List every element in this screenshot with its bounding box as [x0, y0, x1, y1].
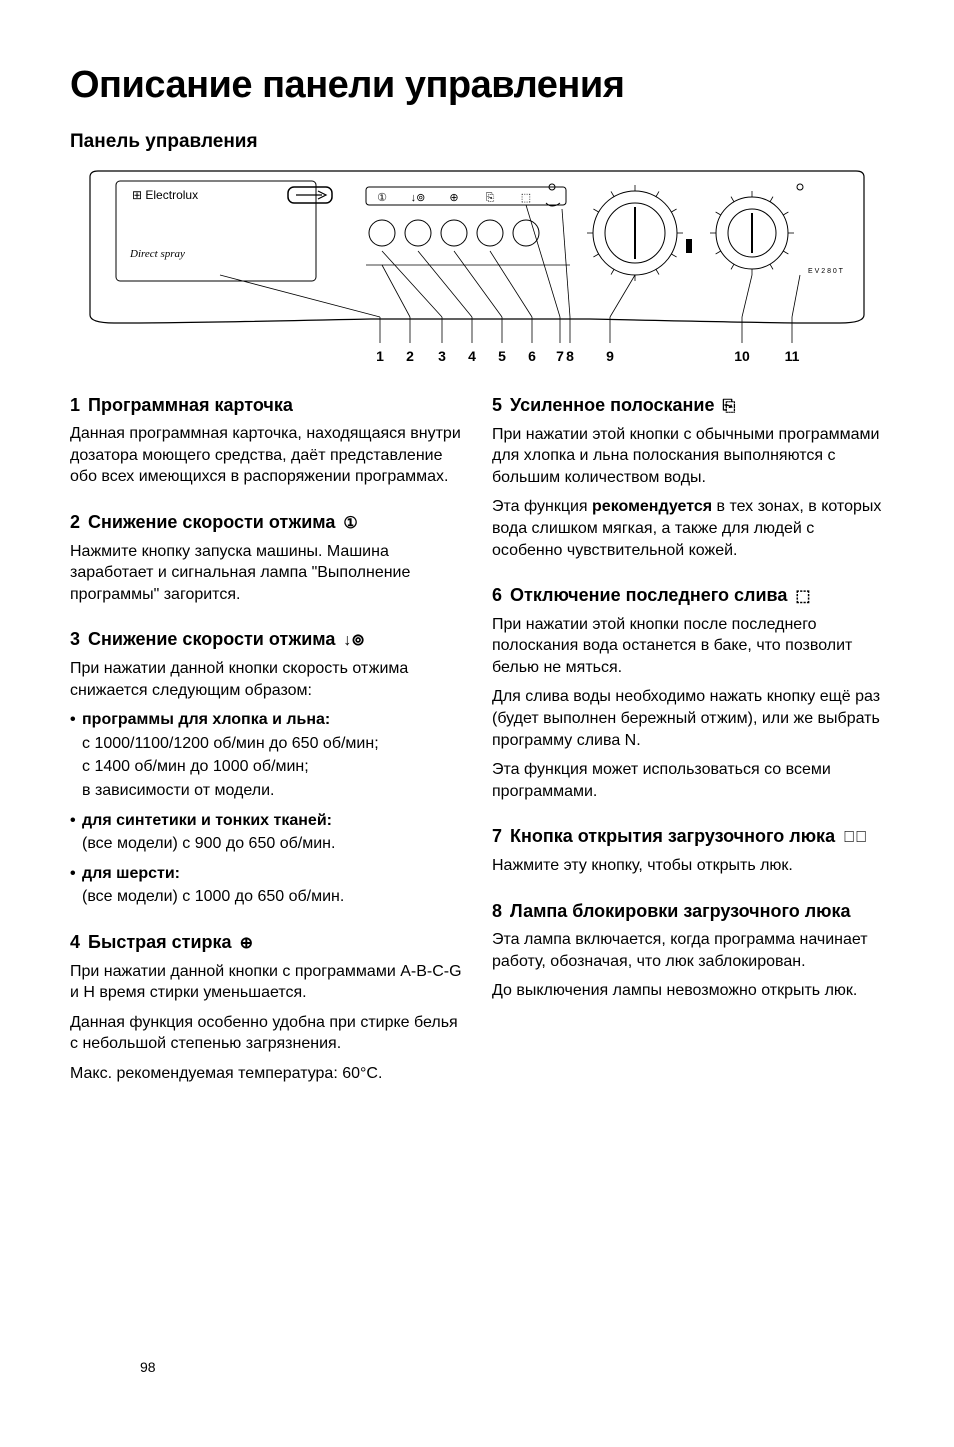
- svg-text:3: 3: [438, 348, 446, 364]
- section-heading: 3 Снижение скорости отжима ↓⊚: [70, 627, 462, 652]
- svg-text:7: 7: [556, 348, 564, 364]
- section-title: Кнопка открытия загрузочного люка: [510, 824, 835, 848]
- section-paragraph: Данная программная карточка, находящаяся…: [70, 423, 462, 488]
- section-heading: 6 Отключение последнего слива ⬚: [492, 583, 884, 608]
- svg-text:⬚: ⬚: [521, 192, 531, 204]
- section-title: Отключение последнего слива: [510, 583, 787, 607]
- svg-text:⊞ Electrolux: ⊞ Electrolux: [132, 188, 198, 202]
- section-paragraph: Данная функция особенно удобна при стирк…: [70, 1012, 462, 1055]
- section-number: 1: [70, 393, 80, 417]
- section-heading: 7 Кнопка открытия загрузочного люка ⊷⃞: [492, 824, 884, 849]
- section-number: 4: [70, 930, 80, 954]
- section-number: 6: [492, 583, 502, 607]
- list-item: для шерсти: (все модели) с 1000 до 650 об…: [70, 863, 462, 908]
- section-paragraph: При нажатии этой кнопки с обычными прогр…: [492, 424, 884, 489]
- section-3: 3 Снижение скорости отжима ↓⊚ При нажатии д…: [70, 627, 462, 908]
- svg-text:⊕: ⊕: [449, 192, 458, 204]
- subtitle: Панель управления: [70, 129, 884, 155]
- left-column: 1 Программная карточка Данная программная …: [70, 393, 462, 1107]
- section-number: 3: [70, 627, 80, 651]
- section-icon: ↓⊚: [343, 630, 364, 652]
- content-columns: 1 Программная карточка Данная программная …: [70, 393, 884, 1107]
- svg-text:①: ①: [377, 192, 387, 204]
- svg-text:10: 10: [734, 348, 750, 364]
- svg-text:8: 8: [566, 348, 574, 364]
- list-item: программы для хлопка и льна: с 1000/1100/…: [70, 709, 462, 801]
- section-1: 1 Программная карточка Данная программная …: [70, 393, 462, 488]
- section-title: Снижение скорости отжима: [88, 510, 335, 534]
- section-7: 7 Кнопка открытия загрузочного люка ⊷⃞ Нажм…: [492, 824, 884, 876]
- page-number: 98: [140, 1358, 156, 1377]
- section-number: 5: [492, 393, 502, 417]
- section-heading: 4 Быстрая стирка ⊕: [70, 930, 462, 955]
- svg-text:6: 6: [528, 348, 536, 364]
- svg-text:2: 2: [406, 348, 414, 364]
- section-list: программы для хлопка и льна: с 1000/1100/…: [70, 709, 462, 908]
- svg-text:↓⊚: ↓⊚: [411, 192, 426, 204]
- right-column: 5 Усиленное полоскание ⎘ При нажатии этой к…: [492, 393, 884, 1107]
- section-4: 4 Быстрая стирка ⊕ При нажатии данной кнопк…: [70, 930, 462, 1085]
- svg-text:1: 1: [376, 348, 384, 364]
- svg-text:5: 5: [498, 348, 506, 364]
- section-title: Лампа блокировки загрузочного люка: [510, 899, 851, 923]
- svg-text:9: 9: [606, 348, 614, 364]
- section-heading: 5 Усиленное полоскание ⎘: [492, 393, 884, 418]
- control-panel-diagram: ⊞ Electrolux Direct spray ① ↓⊚ ⊕ ⎘ ⬚ E V 2 8 0 …: [70, 165, 884, 365]
- list-item-title: для синтетики и тонких тканей:: [82, 812, 332, 829]
- section-title: Усиленное полоскание: [510, 393, 714, 417]
- section-paragraph: При нажатии этой кнопки после последнего…: [492, 614, 884, 679]
- svg-text:⎘: ⎘: [486, 192, 495, 204]
- section-paragraph: Для слива воды необходимо нажать кнопку …: [492, 686, 884, 751]
- list-item-line: (все модели) с 1000 до 650 об/мин.: [82, 886, 462, 908]
- section-number: 8: [492, 899, 502, 923]
- section-icon: ⊷⃞: [843, 827, 867, 849]
- list-item-title: для шерсти:: [82, 865, 180, 882]
- page-title: Описание панели управления: [70, 60, 884, 111]
- svg-text:E V 2 8 0 T: E V 2 8 0 T: [808, 268, 844, 275]
- section-paragraph: Нажмите кнопку запуска машины. Машина за…: [70, 541, 462, 606]
- section-heading: 1 Программная карточка: [70, 393, 462, 417]
- section-number: 7: [492, 824, 502, 848]
- svg-text:11: 11: [785, 348, 800, 364]
- section-8: 8 Лампа блокировки загрузочного люка Эта л…: [492, 899, 884, 1002]
- section-icon: ⎘: [722, 396, 735, 418]
- section-icon: ⊕: [240, 933, 253, 955]
- panel-svg: ⊞ Electrolux Direct spray ① ↓⊚ ⊕ ⎘ ⬚ E V 2 8 0 …: [70, 165, 884, 365]
- section-paragraph: Нажмите эту кнопку, чтобы открыть люк.: [492, 855, 884, 877]
- section-paragraph: При нажатии данной кнопки с программами …: [70, 961, 462, 1004]
- list-item: для синтетики и тонких тканей: (все модел…: [70, 810, 462, 855]
- list-item-line: (все модели) с 900 до 650 об/мин.: [82, 833, 462, 855]
- list-item-lines: (все модели) с 900 до 650 об/мин.: [82, 833, 462, 855]
- section-6: 6 Отключение последнего слива ⬚ При нажатии…: [492, 583, 884, 802]
- section-paragraph: Макс. рекомендуемая температура: 60°C.: [70, 1063, 462, 1085]
- list-item-lines: (все модели) с 1000 до 650 об/мин.: [82, 886, 462, 908]
- list-item-title: программы для хлопка и льна:: [82, 711, 330, 728]
- list-item-lines: с 1000/1100/1200 об/мин до 650 об/мин;с …: [82, 733, 462, 802]
- list-item-line: с 1400 об/мин до 1000 об/мин;: [82, 756, 462, 778]
- svg-text:Direct spray: Direct spray: [129, 248, 185, 260]
- section-title: Программная карточка: [88, 393, 293, 417]
- list-item-line: в зависимости от модели.: [82, 780, 462, 802]
- section-icon: ⬚: [795, 586, 810, 608]
- section-title: Снижение скорости отжима: [88, 627, 335, 651]
- list-item-line: с 1000/1100/1200 об/мин до 650 об/мин;: [82, 733, 462, 755]
- section-paragraph: Эта функция рекомендуется в тех зонах, в…: [492, 496, 884, 561]
- section-paragraph: До выключения лампы невозможно открыть л…: [492, 980, 884, 1002]
- section-5: 5 Усиленное полоскание ⎘ При нажатии этой к…: [492, 393, 884, 561]
- section-heading: 8 Лампа блокировки загрузочного люка: [492, 899, 884, 923]
- section-paragraph: При нажатии данной кнопки скорость отжим…: [70, 658, 462, 701]
- section-heading: 2 Снижение скорости отжима ①: [70, 510, 462, 535]
- section-paragraph: Эта функция может использоваться со всем…: [492, 759, 884, 802]
- svg-text:4: 4: [468, 348, 476, 364]
- section-title: Быстрая стирка: [88, 930, 232, 954]
- section-number: 2: [70, 510, 80, 534]
- section-2: 2 Снижение скорости отжима ① Нажмите кнопку…: [70, 510, 462, 605]
- section-paragraph: Эта лампа включается, когда программа на…: [492, 929, 884, 972]
- section-icon: ①: [343, 513, 357, 535]
